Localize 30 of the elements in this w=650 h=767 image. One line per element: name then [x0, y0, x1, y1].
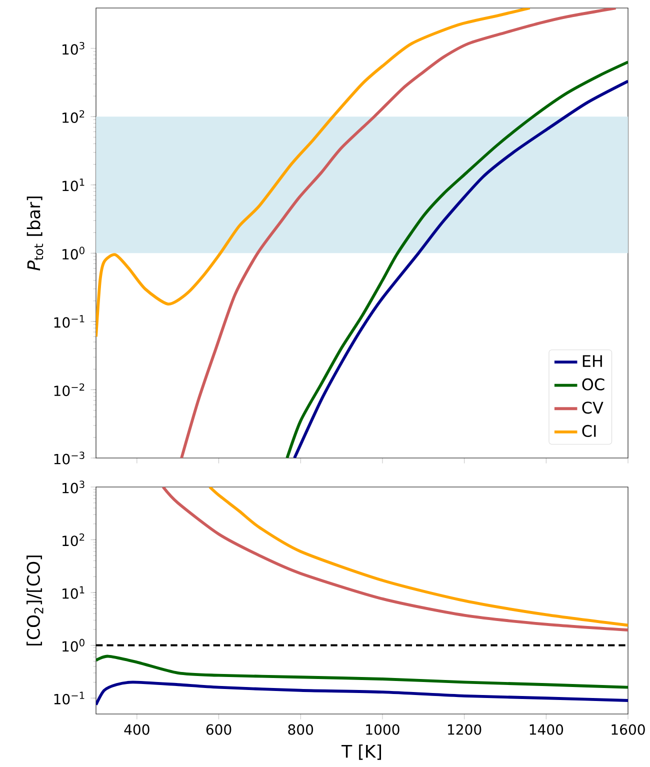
- x-tick-label: 1200: [448, 724, 481, 735]
- legend-label: EH: [582, 355, 602, 367]
- y-tick-label: 10$^{−1}$: [54, 315, 84, 328]
- x-tick-label: 1600: [611, 724, 645, 735]
- y-tick-label: 10$^{3}$: [62, 480, 84, 494]
- y-tick-label: 10$^{0}$: [62, 246, 84, 260]
- x-tick-label: 1000: [366, 724, 400, 735]
- x-tick-label: 600: [206, 724, 231, 735]
- y-axis-title: P$_{tot}$ [bar]: [26, 196, 43, 270]
- x-tick-label: 1400: [530, 724, 563, 735]
- y-tick-label: 10$^{2}$: [62, 533, 84, 546]
- y-tick-label: 10$^{1}$: [62, 178, 84, 192]
- legend-label: OC: [582, 378, 604, 390]
- line-series: [96, 680, 628, 706]
- legend-label: CV: [582, 402, 604, 414]
- y-tick-label: 10$^{1}$: [62, 586, 84, 599]
- line-series: [96, 654, 628, 689]
- y-tick-label: 10$^{2}$: [62, 110, 84, 123]
- y-tick-label: 10$^{3}$: [62, 42, 84, 55]
- y-axis-title: [CO$_{2}$]/[CO]: [26, 556, 43, 646]
- y-tick-label: 10$^{0}$: [62, 638, 84, 652]
- x-tick-label: 800: [288, 724, 313, 735]
- line-series: [180, 8, 617, 458]
- y-tick-label: 10$^{−2}$: [54, 383, 84, 396]
- x-axis-title: T [K]: [341, 744, 381, 760]
- line-series: [96, 8, 532, 338]
- y-tick-label: 10$^{−1}$: [54, 692, 84, 704]
- x-tick-label: 400: [124, 724, 150, 735]
- legend-label: CI: [582, 424, 596, 438]
- y-tick-label: 10$^{−3}$: [54, 452, 84, 464]
